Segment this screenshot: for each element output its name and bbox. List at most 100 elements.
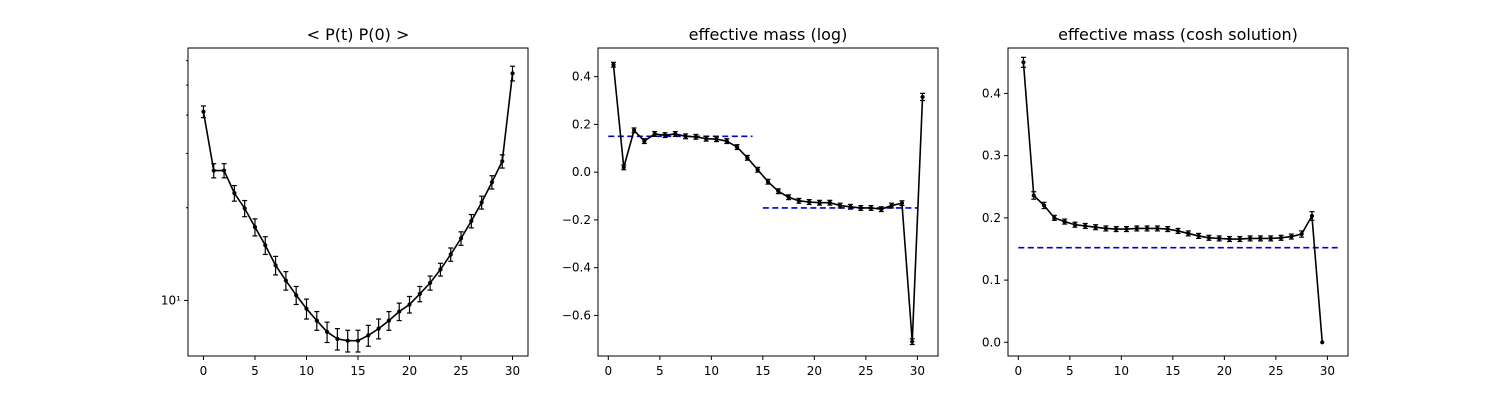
data-point: [673, 131, 678, 137]
data-point: [642, 139, 647, 144]
x-tick-label: 0: [200, 364, 208, 378]
data-point: [448, 252, 453, 257]
data-point: [1165, 226, 1170, 232]
data-point: [407, 302, 412, 307]
data-point: [611, 62, 616, 67]
data-point: [1103, 226, 1108, 231]
plot-area: 0 5 10 15 20 25 30 0.0 0.1 0.2 0.3 0.4: [982, 56, 1338, 378]
data-point: [314, 318, 319, 323]
data-point: [734, 144, 740, 150]
data-point: [621, 165, 626, 170]
data-point: [1175, 228, 1181, 234]
plot-area: 0 5 10 15 20 25 30 10¹: [161, 60, 520, 378]
data-point: [376, 326, 381, 331]
data-point: [920, 94, 925, 100]
data-point: [294, 293, 299, 298]
data-point: [479, 200, 484, 205]
data-point: [1258, 236, 1263, 241]
data-point: [1124, 226, 1129, 232]
data-point: [469, 218, 474, 224]
data-point: [1227, 236, 1232, 242]
y-tick-label: 10¹: [161, 293, 181, 307]
x-tick-label: 30: [910, 364, 925, 378]
data-point: [652, 131, 657, 137]
x-tick-label: 20: [402, 364, 417, 378]
data-point: [693, 134, 698, 139]
data-point: [1155, 226, 1160, 231]
data-point: [879, 207, 884, 212]
data-point: [1072, 222, 1078, 227]
x-tick-label: 0: [1014, 364, 1022, 378]
data-point: [889, 203, 894, 208]
data-point: [1299, 231, 1304, 237]
data-point: [631, 128, 637, 133]
y-tick-label: 0.0: [572, 165, 591, 179]
x-tick-label: 10: [704, 364, 719, 378]
y-tick-label: 0.1: [982, 273, 1001, 287]
data-point: [910, 339, 915, 344]
y-tick-label: −0.2: [562, 213, 591, 227]
data-point: [232, 191, 237, 196]
data-point: [273, 263, 278, 268]
data-point: [1196, 233, 1201, 239]
data-point: [500, 159, 505, 164]
y-tick-label: 0.4: [572, 70, 591, 84]
data-point: [776, 189, 781, 194]
chart-title: effective mass (cosh solution): [1058, 25, 1298, 44]
data-point: [1144, 226, 1150, 231]
x-tick-label: 30: [1320, 364, 1335, 378]
data-point: [211, 168, 216, 173]
data-point: [1093, 225, 1098, 230]
y-tick-label: 0.2: [982, 211, 1001, 225]
data-point: [704, 136, 709, 141]
data-point: [1206, 235, 1212, 240]
y-tick-label: 0.3: [982, 149, 1001, 163]
data-point: [1041, 203, 1047, 208]
data-point: [838, 203, 843, 208]
axes-frame: [597, 47, 939, 357]
data-point: [386, 318, 392, 323]
data-point: [221, 168, 227, 173]
x-tick-label: 20: [807, 364, 822, 378]
data-point: [1268, 236, 1273, 241]
data-point: [1021, 60, 1026, 65]
data-point: [242, 206, 247, 211]
data-point: [1217, 236, 1222, 241]
x-tick-label: 25: [453, 364, 468, 378]
x-tick-label: 5: [656, 364, 664, 378]
data-point: [1062, 219, 1067, 224]
data-point: [201, 109, 206, 114]
panel-effective-mass-cosh: effective mass (cosh solution) 0 5 10 15 20 2…: [982, 25, 1349, 378]
x-tick-label: 30: [505, 364, 520, 378]
axes-frame: [1007, 47, 1349, 357]
data-point: [683, 134, 688, 139]
data-point: [1031, 193, 1036, 198]
data-point: [1237, 236, 1242, 242]
data-point: [428, 280, 433, 285]
x-tick-label: 5: [1066, 364, 1074, 378]
y-tick-label: 0.2: [572, 117, 591, 131]
data-point: [1052, 215, 1057, 220]
x-tick-label: 10: [1114, 364, 1129, 378]
data-point: [1309, 213, 1315, 219]
x-tick-label: 0: [604, 364, 612, 378]
data-point: [724, 139, 729, 144]
data-point: [263, 243, 268, 248]
y-tick-label: −0.4: [562, 261, 591, 275]
data-point: [1320, 340, 1325, 345]
data-point: [755, 167, 760, 172]
data-point: [817, 200, 822, 205]
data-point: [899, 201, 905, 206]
x-tick-label: 10: [299, 364, 314, 378]
data-point: [1134, 226, 1139, 231]
data-point: [796, 198, 802, 203]
panel-correlator: < P(t) P(0) > 0 5 10 15 20 25 30 10¹: [161, 25, 529, 378]
data-point: [458, 236, 464, 241]
data-point: [827, 200, 832, 205]
data-point: [1083, 223, 1088, 229]
data-point: [868, 205, 874, 211]
x-tick-label: 25: [1268, 364, 1283, 378]
x-tick-label: 20: [1217, 364, 1232, 378]
